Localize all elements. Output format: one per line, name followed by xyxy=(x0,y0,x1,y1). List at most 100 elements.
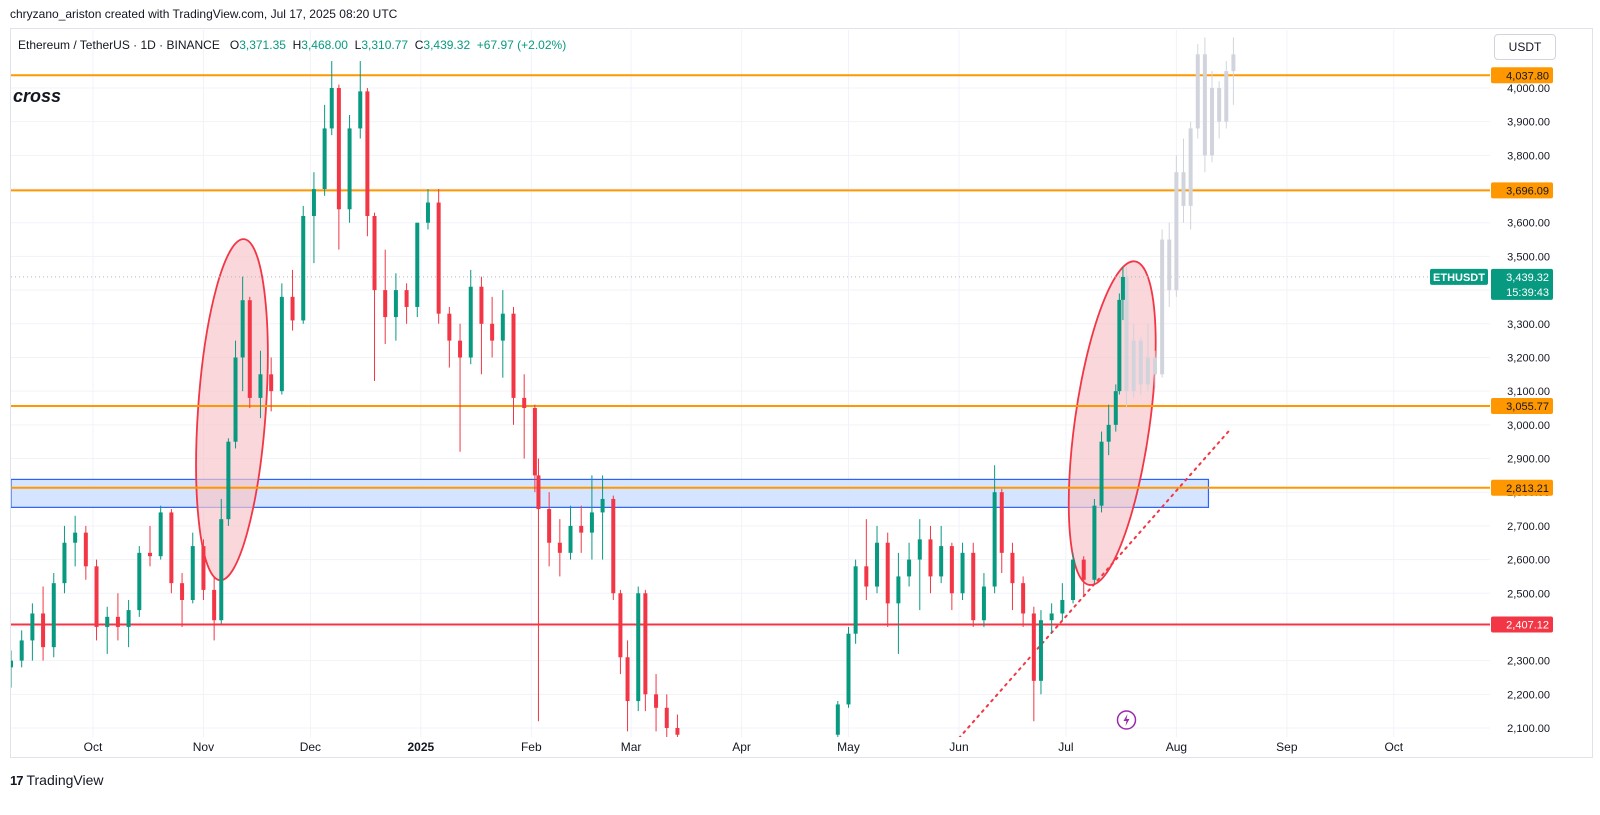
candle xyxy=(290,296,295,321)
time-tick-label: Sep xyxy=(1276,740,1298,754)
candle xyxy=(233,357,238,442)
candle xyxy=(115,616,120,627)
candle xyxy=(30,613,35,641)
candle xyxy=(201,546,206,590)
candle xyxy=(589,512,594,533)
level-price-tag xyxy=(1491,616,1553,633)
candle xyxy=(190,546,195,600)
candle xyxy=(11,660,13,668)
candle xyxy=(547,509,552,543)
candle xyxy=(322,128,327,190)
candle xyxy=(917,539,922,560)
candle xyxy=(415,222,420,307)
candle xyxy=(846,633,851,705)
candle xyxy=(41,613,46,648)
candle xyxy=(212,589,217,621)
candle xyxy=(907,559,912,577)
projection-candle xyxy=(1160,239,1165,375)
price-tick-label: 2,200.00 xyxy=(1507,689,1550,701)
candle xyxy=(425,202,430,223)
time-tick-label: Oct xyxy=(84,740,103,754)
time-tick-label: Oct xyxy=(1384,740,1403,754)
close-value: 3,439.32 xyxy=(423,38,471,52)
candle xyxy=(928,539,933,577)
candle xyxy=(536,475,541,510)
tradingview-logo[interactable]: 17 TradingView xyxy=(10,772,104,788)
candle xyxy=(336,88,341,210)
time-tick-label: 2025 xyxy=(407,740,434,754)
candle xyxy=(490,323,495,341)
chart-frame[interactable] xyxy=(10,28,1593,758)
candle xyxy=(269,374,274,392)
time-tick-label: Jul xyxy=(1058,740,1073,754)
projection-candle xyxy=(1210,88,1215,156)
high-value: 3,468.00 xyxy=(301,38,348,52)
candle xyxy=(62,542,67,584)
price-tick-label: 2,100.00 xyxy=(1507,723,1550,735)
candle xyxy=(1010,552,1015,584)
symbol-title[interactable]: Ethereum / TetherUS · 1D · BINANCE xyxy=(18,38,220,52)
price-tick-label: 3,600.00 xyxy=(1507,218,1550,230)
candle xyxy=(618,593,623,658)
lightning-icon[interactable] xyxy=(1116,710,1137,730)
tradingview-brand: TradingView xyxy=(26,772,104,788)
candle xyxy=(522,397,527,408)
projection-candle xyxy=(1145,357,1150,385)
candle xyxy=(1092,505,1097,580)
projection-candle xyxy=(1202,54,1207,156)
price-tick-label: 3,500.00 xyxy=(1507,251,1550,263)
time-tick-label: Feb xyxy=(521,740,542,754)
candle xyxy=(479,286,484,324)
candle xyxy=(1038,620,1043,681)
projection-candle xyxy=(1124,276,1129,392)
candle xyxy=(226,441,231,520)
projection-candle xyxy=(1174,172,1179,291)
candle xyxy=(1049,613,1054,621)
candle xyxy=(219,519,224,621)
candle xyxy=(447,313,452,341)
level-price-tag-text: 2,813.21 xyxy=(1506,483,1549,495)
price-tick-label: 3,800.00 xyxy=(1507,150,1550,162)
candle xyxy=(971,552,976,621)
level-price-tag xyxy=(1491,479,1553,496)
level-price-tag xyxy=(1491,398,1553,415)
candle xyxy=(949,546,954,594)
projection-candle xyxy=(1188,128,1193,206)
candle xyxy=(664,707,669,728)
candle xyxy=(864,566,869,587)
candle xyxy=(1113,391,1118,425)
level-price-tag xyxy=(1491,182,1553,199)
symbol-price-tag xyxy=(1430,268,1488,285)
candle xyxy=(600,498,605,513)
candle xyxy=(654,694,659,708)
level-price-tag-text: 4,037.80 xyxy=(1506,70,1549,82)
candle xyxy=(51,583,56,648)
candle xyxy=(240,300,245,358)
candle xyxy=(532,408,537,476)
candle xyxy=(835,704,840,735)
projection-candle xyxy=(1195,54,1200,129)
projection-candle xyxy=(1217,88,1222,122)
time-tick-label: Nov xyxy=(193,740,214,754)
close-label: C xyxy=(414,38,424,52)
currency-button[interactable]: USDT xyxy=(1494,34,1556,60)
price-tick-label: 3,200.00 xyxy=(1507,352,1550,364)
candle xyxy=(875,542,880,587)
candle xyxy=(579,525,584,533)
price-tick-label: 4,000.00 xyxy=(1507,83,1550,95)
candle xyxy=(625,657,630,702)
projection-candle xyxy=(1152,357,1157,375)
candle xyxy=(372,216,377,291)
cross-annotation[interactable]: cross xyxy=(13,86,62,106)
symbol-price-tag-text: ETHUSDT xyxy=(1433,272,1485,284)
candle xyxy=(1060,600,1065,614)
highlight-ellipse xyxy=(1067,260,1157,586)
candle xyxy=(853,566,858,634)
price-tick-label: 2,300.00 xyxy=(1507,656,1550,668)
candle xyxy=(1021,583,1026,614)
level-price-tag xyxy=(1491,67,1553,84)
time-tick-label: Apr xyxy=(732,740,751,754)
candle xyxy=(329,88,334,129)
candle xyxy=(393,290,398,318)
